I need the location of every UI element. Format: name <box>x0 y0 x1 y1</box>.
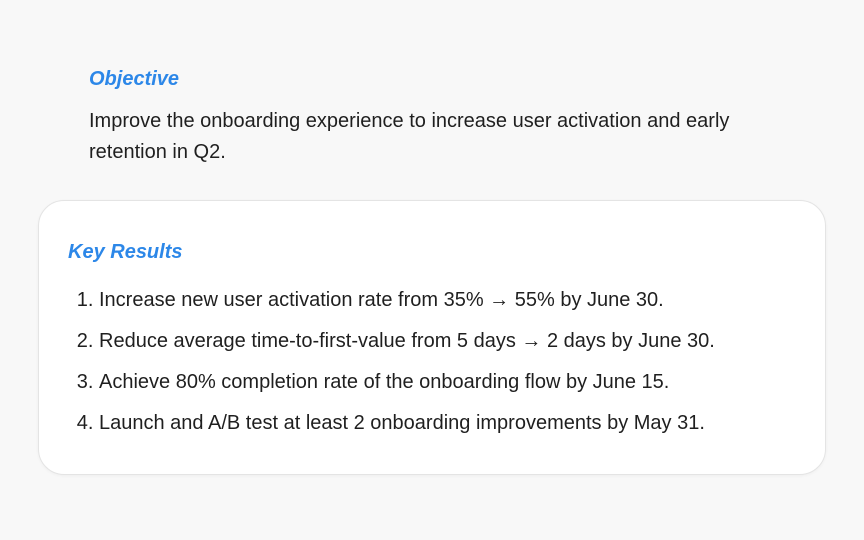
key-result-item: 2. Reduce average time-to-first-value fr… <box>69 326 715 367</box>
key-result-text: Increase new user activation rate from 3… <box>99 289 664 311</box>
key-results-heading: Key Results <box>68 241 183 263</box>
key-results-list: 1. Increase new user activation rate fro… <box>69 285 715 449</box>
key-result-number: 4. <box>76 412 99 434</box>
key-result-text: Achieve 80% completion rate of the onboa… <box>99 371 670 393</box>
key-result-text: Reduce average time-to-first-value from … <box>99 330 715 352</box>
key-result-item: 1. Increase new user activation rate fro… <box>69 285 715 326</box>
key-result-number: 2. <box>76 330 99 352</box>
objective-section: Objective Improve the onboarding experie… <box>89 64 789 168</box>
key-result-number: 3. <box>76 371 99 393</box>
key-result-number: 1. <box>76 289 99 311</box>
key-result-item: 3. Achieve 80% completion rate of the on… <box>69 367 715 408</box>
key-results-card: Key Results 1. Increase new user activat… <box>38 200 826 475</box>
objective-heading: Objective <box>89 68 180 90</box>
objective-text: Improve the onboarding experience to inc… <box>89 110 730 163</box>
key-result-item: 4. Launch and A/B test at least 2 onboar… <box>69 408 715 449</box>
key-result-text: Launch and A/B test at least 2 onboardin… <box>99 412 705 434</box>
